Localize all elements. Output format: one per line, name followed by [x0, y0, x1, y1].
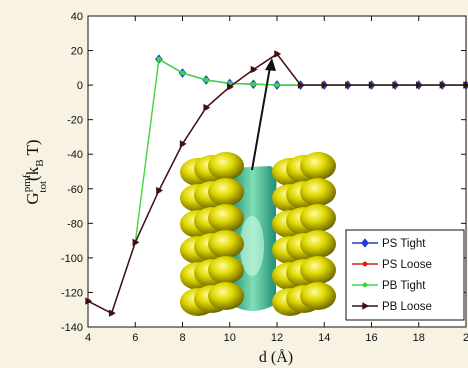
y-tick-label: -60	[67, 184, 83, 196]
data-point-pb-loose	[156, 186, 164, 195]
y-axis-label-sub: tot	[37, 181, 49, 193]
surface-bead	[208, 230, 244, 258]
surface-bead	[300, 282, 336, 310]
x-tick-label: 10	[224, 332, 236, 344]
axis-frame	[87, 15, 467, 328]
data-point-pb-loose	[227, 83, 234, 91]
data-point-pb-loose	[392, 81, 400, 89]
annotation-arrow	[251, 66, 271, 171]
x-tick-label: 8	[179, 332, 185, 344]
data-point-pb-loose	[321, 81, 329, 89]
data-point-pb-tight	[250, 81, 256, 87]
x-tick-label: 18	[413, 332, 425, 344]
surface-bead	[300, 230, 336, 258]
data-point-pb-tight	[180, 70, 185, 76]
data-point-pb-loose	[368, 81, 376, 89]
data-point-pb-loose	[108, 309, 116, 317]
x-tick-label: 2	[463, 332, 468, 344]
legend-label: PB Tight	[382, 280, 426, 292]
legend-item-ps-loose: PS Loose	[352, 259, 432, 271]
surface-bead	[300, 204, 336, 232]
y-axis-label-tail: (k	[23, 166, 42, 181]
right-bead-column	[272, 152, 336, 316]
x-tick-label: 4	[85, 332, 91, 344]
x-tick-label: 14	[318, 332, 330, 344]
y-axis-label-sup: pmf	[21, 174, 33, 192]
data-point-pb-tight	[203, 77, 209, 83]
channel-highlight	[240, 216, 264, 276]
x-tick-label: 12	[271, 332, 283, 344]
data-point-pb-tight	[274, 82, 280, 88]
legend-label: PB Loose	[382, 301, 432, 313]
y-axis-label-unit-sub: B	[34, 159, 46, 166]
data-point-pb-loose	[439, 81, 447, 89]
y-tick-label: -100	[61, 253, 83, 265]
data-point-pb-loose	[132, 238, 140, 247]
legend-marker	[362, 302, 370, 310]
data-point-pb-loose	[85, 297, 93, 305]
data-point-pb-tight	[156, 56, 162, 62]
surface-bead	[208, 256, 244, 284]
legend-marker	[361, 238, 369, 248]
y-axis-label-unit-tail: T)	[23, 139, 42, 159]
legend-item-ps-tight: PS Tight	[352, 238, 426, 250]
legend-item-pb-loose: PB Loose	[352, 301, 432, 313]
surface-bead	[208, 178, 244, 206]
data-point-pb-loose	[274, 50, 282, 58]
x-tick-label: 6	[132, 332, 138, 344]
axis-ticks: 4 6 8 10 12 14 16 18 2 40 20 0 -20 -40 -60 -80 -100 -120 -…	[61, 11, 468, 344]
y-tick-label: -40	[67, 149, 83, 161]
legend-label: PS Loose	[382, 259, 432, 271]
surface-bead	[300, 178, 336, 206]
legend-marker	[362, 261, 368, 267]
surface-bead	[300, 152, 336, 180]
data-point-pb-loose	[203, 103, 211, 112]
data-point-pb-loose	[416, 81, 423, 89]
legend-marker	[362, 282, 368, 288]
data-point-pb-loose	[179, 140, 187, 148]
x-tick-label: 16	[365, 332, 377, 344]
y-tick-label: -80	[67, 218, 83, 230]
y-tick-label: 20	[71, 46, 83, 58]
y-tick-label: -120	[61, 287, 83, 299]
series-pb-loose	[85, 50, 468, 317]
series-layer	[85, 50, 468, 317]
y-axis-label-base: G	[23, 192, 42, 204]
legend-item-pb-tight: PB Tight	[352, 280, 426, 292]
y-tick-label: -20	[67, 115, 83, 127]
data-point-pb-loose	[250, 65, 258, 74]
x-axis-label: d (Å)	[259, 348, 293, 366]
data-point-pb-loose	[345, 81, 353, 89]
surface-bead	[208, 152, 244, 180]
surface-bead	[300, 256, 336, 284]
annotation-arrowhead	[265, 58, 276, 71]
y-tick-label: 40	[71, 11, 83, 23]
legend: PS Tight PS Loose PB Tight PB Loose	[345, 229, 465, 321]
y-tick-label: -140	[61, 322, 83, 334]
molecule-illustration	[180, 152, 336, 316]
y-axis-label: Gpmf tot(kB T)	[21, 139, 49, 204]
surface-bead	[208, 282, 244, 310]
y-tick-label: 0	[77, 80, 83, 92]
left-bead-column	[180, 152, 244, 316]
data-point-pb-loose	[297, 81, 305, 89]
surface-bead	[208, 204, 244, 232]
legend-label: PS Tight	[382, 238, 426, 250]
